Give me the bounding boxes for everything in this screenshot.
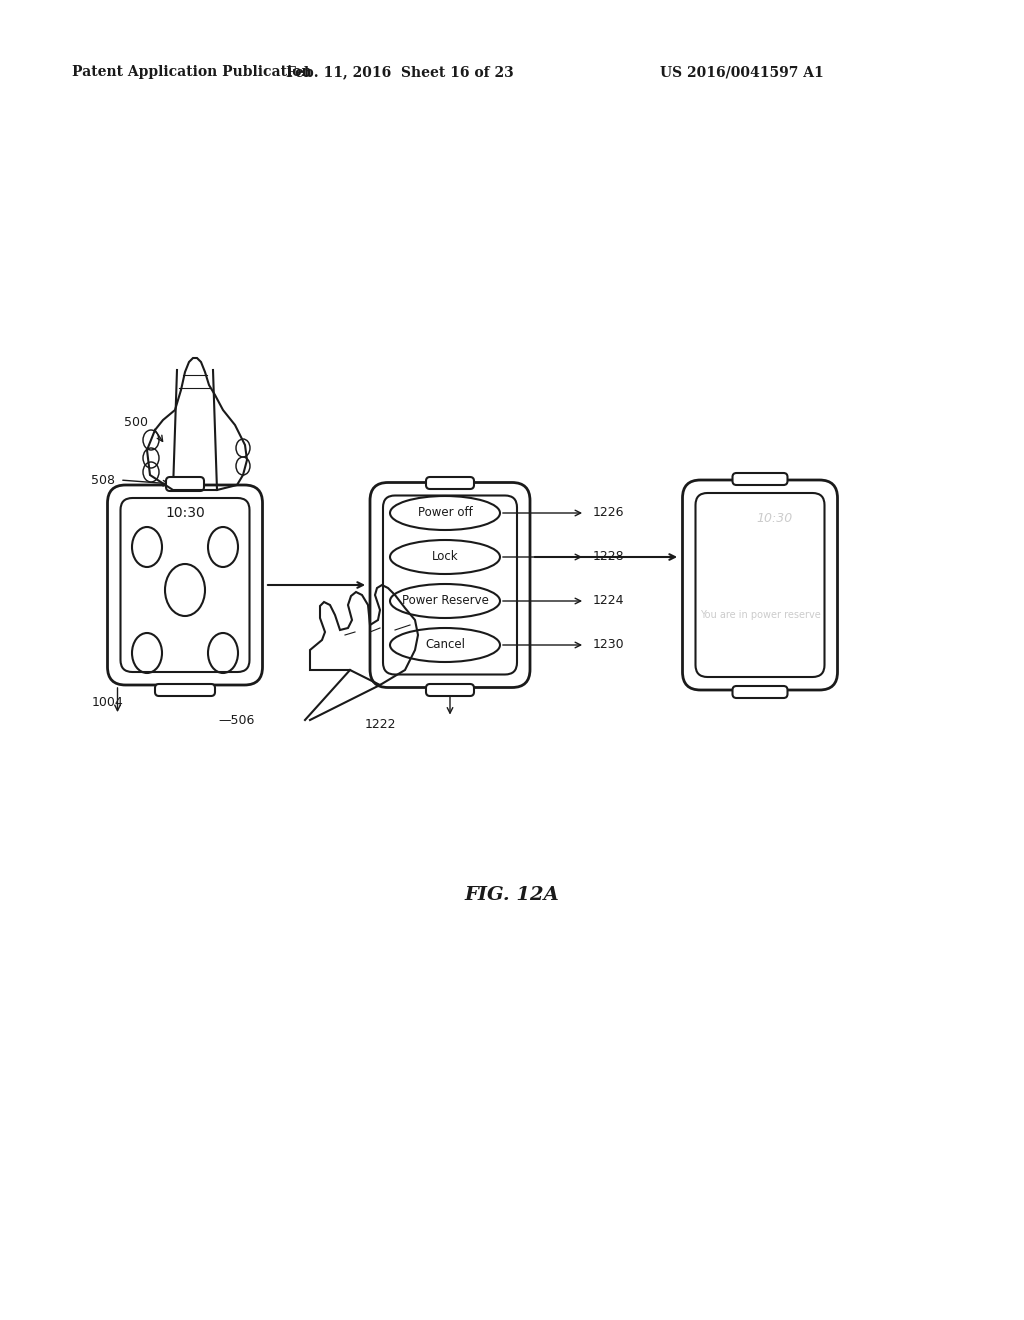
FancyBboxPatch shape [732, 473, 787, 484]
Text: 1228: 1228 [593, 550, 625, 564]
FancyBboxPatch shape [426, 684, 474, 696]
Text: US 2016/0041597 A1: US 2016/0041597 A1 [660, 65, 823, 79]
Text: Patent Application Publication: Patent Application Publication [72, 65, 311, 79]
Text: FIG. 12A: FIG. 12A [465, 886, 559, 904]
Text: Power off: Power off [418, 507, 472, 520]
Text: 500: 500 [124, 416, 148, 429]
Text: 1004: 1004 [92, 696, 124, 709]
Text: 1226: 1226 [593, 507, 625, 520]
Text: Feb. 11, 2016  Sheet 16 of 23: Feb. 11, 2016 Sheet 16 of 23 [286, 65, 514, 79]
Text: 10:30: 10:30 [757, 511, 794, 524]
FancyBboxPatch shape [732, 686, 787, 698]
FancyBboxPatch shape [166, 477, 204, 491]
FancyBboxPatch shape [155, 684, 215, 696]
FancyBboxPatch shape [683, 480, 838, 690]
FancyBboxPatch shape [426, 477, 474, 488]
Text: 10:30: 10:30 [165, 506, 205, 520]
Text: 1224: 1224 [593, 594, 625, 607]
FancyBboxPatch shape [121, 498, 250, 672]
Text: You are in power reserve: You are in power reserve [699, 610, 820, 620]
Text: 1222: 1222 [365, 718, 395, 731]
FancyBboxPatch shape [383, 495, 517, 675]
Text: Cancel: Cancel [425, 639, 465, 652]
Text: 1230: 1230 [593, 639, 625, 652]
Text: 508: 508 [91, 474, 115, 487]
FancyBboxPatch shape [370, 483, 530, 688]
Text: Power Reserve: Power Reserve [401, 594, 488, 607]
Text: —506: —506 [218, 714, 254, 727]
FancyBboxPatch shape [695, 492, 824, 677]
Text: Lock: Lock [432, 550, 459, 564]
FancyBboxPatch shape [108, 484, 262, 685]
